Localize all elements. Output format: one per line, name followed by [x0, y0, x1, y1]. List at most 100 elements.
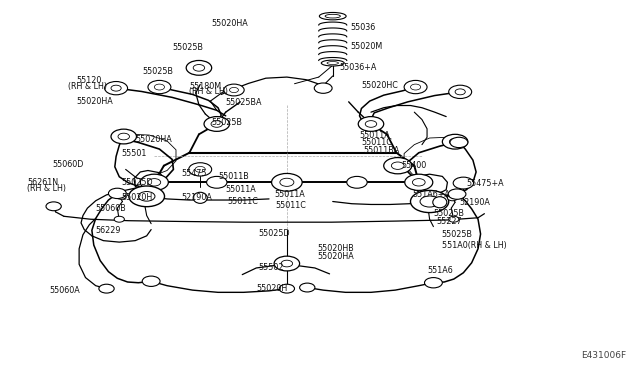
- Text: 55025B: 55025B: [441, 230, 472, 239]
- Circle shape: [118, 133, 129, 140]
- Text: 55025BA: 55025BA: [226, 99, 262, 108]
- Text: 55025B: 55025B: [143, 67, 174, 76]
- Circle shape: [281, 260, 292, 267]
- Circle shape: [99, 284, 114, 293]
- Circle shape: [412, 179, 425, 186]
- Circle shape: [453, 177, 474, 189]
- Text: 52190A: 52190A: [181, 193, 212, 202]
- Text: 55060A: 55060A: [49, 286, 80, 295]
- Circle shape: [280, 178, 294, 186]
- Circle shape: [114, 216, 124, 222]
- Text: 55020HB: 55020HB: [317, 244, 354, 253]
- Circle shape: [138, 192, 155, 201]
- Circle shape: [448, 189, 466, 199]
- Text: (RH & LH): (RH & LH): [68, 82, 107, 91]
- Circle shape: [365, 121, 377, 127]
- Text: 55020HA: 55020HA: [77, 97, 113, 106]
- Circle shape: [104, 81, 127, 95]
- Text: (RH & LH): (RH & LH): [189, 87, 228, 96]
- Circle shape: [189, 163, 212, 176]
- Text: 55227: 55227: [436, 217, 461, 225]
- Text: 55475+A: 55475+A: [467, 179, 504, 187]
- Ellipse shape: [433, 197, 447, 208]
- Text: 55025D: 55025D: [259, 229, 291, 238]
- Text: 55400: 55400: [401, 161, 427, 170]
- Text: 551A6: 551A6: [427, 266, 453, 275]
- Circle shape: [447, 195, 458, 201]
- Circle shape: [204, 116, 230, 131]
- Circle shape: [111, 85, 121, 91]
- Text: 55060B: 55060B: [96, 203, 127, 213]
- Circle shape: [129, 186, 164, 207]
- Circle shape: [46, 202, 61, 211]
- Circle shape: [108, 188, 126, 199]
- Text: 55120: 55120: [77, 76, 102, 85]
- Text: 55011C: 55011C: [362, 138, 392, 147]
- Circle shape: [384, 158, 412, 174]
- Text: 55011A: 55011A: [274, 190, 305, 199]
- Circle shape: [148, 179, 161, 186]
- Circle shape: [404, 174, 433, 190]
- Circle shape: [116, 193, 126, 199]
- Text: 55060D: 55060D: [52, 160, 84, 169]
- Text: (RH & LH): (RH & LH): [27, 184, 66, 193]
- Circle shape: [271, 173, 302, 191]
- Text: 55036+A: 55036+A: [339, 63, 376, 72]
- Text: 55011C: 55011C: [228, 197, 259, 206]
- Ellipse shape: [327, 62, 339, 64]
- Text: 55475: 55475: [181, 169, 207, 177]
- Text: 55025D: 55025D: [121, 178, 153, 187]
- Circle shape: [154, 84, 164, 90]
- Circle shape: [195, 166, 205, 172]
- Circle shape: [274, 256, 300, 271]
- Ellipse shape: [325, 14, 340, 18]
- Circle shape: [230, 87, 239, 93]
- Text: 55020HA: 55020HA: [135, 135, 172, 144]
- Circle shape: [314, 83, 332, 93]
- Text: 551A0(RH & LH): 551A0(RH & LH): [442, 241, 507, 250]
- Text: 55025B: 55025B: [212, 118, 243, 127]
- Text: 56229: 56229: [96, 226, 121, 235]
- Circle shape: [140, 174, 168, 190]
- Text: 52190A: 52190A: [459, 198, 490, 207]
- Text: 55025B: 55025B: [172, 43, 203, 52]
- Text: 55020H: 55020H: [256, 284, 287, 293]
- Circle shape: [404, 80, 427, 94]
- Circle shape: [207, 176, 227, 188]
- Circle shape: [193, 64, 205, 71]
- Circle shape: [442, 134, 468, 149]
- Text: 55020M: 55020M: [351, 42, 383, 51]
- Circle shape: [450, 137, 468, 148]
- Ellipse shape: [193, 192, 207, 203]
- Circle shape: [142, 276, 160, 286]
- Text: 55020HA: 55020HA: [317, 252, 354, 262]
- Circle shape: [455, 89, 465, 95]
- Circle shape: [449, 216, 459, 222]
- Circle shape: [211, 121, 223, 127]
- Text: 551A6+A: 551A6+A: [412, 190, 451, 199]
- Circle shape: [410, 84, 420, 90]
- Text: 55501: 55501: [121, 149, 147, 158]
- Text: 55502: 55502: [259, 263, 284, 272]
- Circle shape: [224, 84, 244, 96]
- Circle shape: [300, 283, 315, 292]
- Ellipse shape: [321, 60, 344, 66]
- Text: 55020HA: 55020HA: [212, 19, 248, 28]
- Text: 55011BA: 55011BA: [364, 146, 399, 155]
- Circle shape: [410, 190, 449, 212]
- Text: 55011A: 55011A: [360, 131, 390, 140]
- Circle shape: [424, 278, 442, 288]
- Circle shape: [148, 80, 171, 94]
- Circle shape: [111, 129, 136, 144]
- Text: 55020HC: 55020HC: [362, 81, 398, 90]
- Text: 55011C: 55011C: [275, 201, 307, 210]
- Circle shape: [449, 138, 461, 145]
- Text: 55180M: 55180M: [189, 82, 221, 91]
- Text: 55025B: 55025B: [433, 209, 465, 218]
- Circle shape: [279, 284, 294, 293]
- Text: 55011B: 55011B: [218, 172, 249, 181]
- Text: 55011A: 55011A: [226, 185, 257, 194]
- Text: E431006F: E431006F: [580, 351, 626, 360]
- Circle shape: [347, 176, 367, 188]
- Circle shape: [420, 196, 439, 207]
